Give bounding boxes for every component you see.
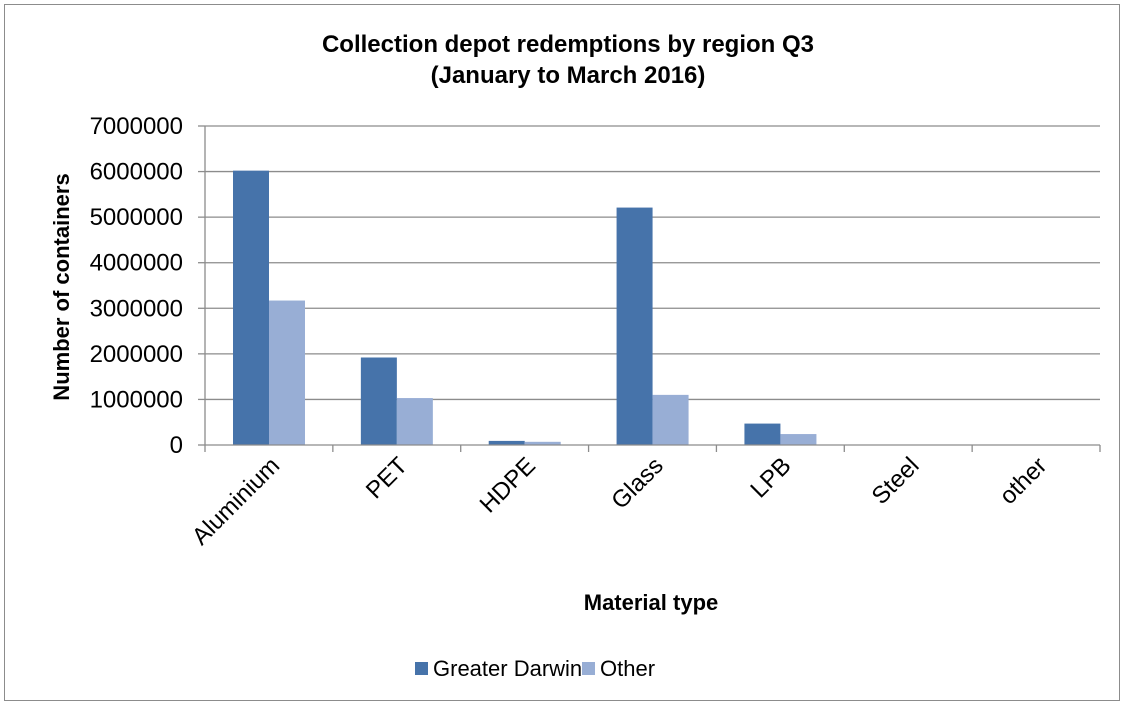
y-axis-title: Number of containers [49,173,74,400]
y-tick-label: 7000000 [90,113,183,140]
x-axis-title: Material type [584,590,719,615]
x-tick-label: LPB [745,452,796,503]
chart-title-line-2: (January to March 2016) [431,62,706,89]
bar-other-lpb [780,434,817,445]
y-axis-tick-labels: 0 1000000 2000000 3000000 4000000 5000000 6000… [90,113,183,459]
bar-other-glass [652,394,689,445]
x-tick-label: HDPE [475,452,541,518]
y-tick-label: 6000000 [90,159,183,186]
y-tick-label: 4000000 [90,250,183,277]
y-tick-label: 3000000 [90,295,183,322]
legend: Greater Darwin Other [415,656,655,681]
x-axis-tick-labels: Aluminium PET HDPE Glass LPB Steel other [187,452,1052,551]
legend-label: Greater Darwin [433,656,582,681]
bar-other-pet [396,398,433,445]
bar-other-aluminium [269,300,305,445]
x-tick-label: other [995,452,1053,510]
chart-title: Collection depot redemptions by region Q… [322,31,814,89]
x-tick-label: Aluminium [187,452,285,550]
x-tick-label: Glass [606,452,668,514]
axes [204,126,1101,452]
bar-greater-darwin-pet [360,357,397,445]
chart-title-line-1: Collection depot redemptions by region Q… [322,31,814,58]
y-tick-label: 2000000 [90,341,183,368]
bars [233,170,817,445]
bar-other-hdpe [524,441,561,445]
y-tick-label: 0 [170,432,183,459]
chart-frame [4,4,1120,701]
bar-greater-darwin-hdpe [488,440,525,445]
legend-swatch [582,662,595,675]
legend-swatch [415,662,428,675]
bar-greater-darwin-lpb [744,423,781,445]
y-tick-label: 1000000 [90,386,183,413]
legend-label: Other [600,656,655,681]
x-tick-label: PET [361,452,413,504]
y-tick-label: 5000000 [90,204,183,231]
bar-greater-darwin-glass [616,207,653,445]
x-tick-label: Steel [867,452,925,510]
bar-greater-darwin-aluminium [233,170,269,445]
